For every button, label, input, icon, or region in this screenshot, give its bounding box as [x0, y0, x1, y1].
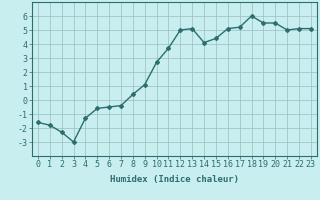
X-axis label: Humidex (Indice chaleur): Humidex (Indice chaleur) — [110, 175, 239, 184]
